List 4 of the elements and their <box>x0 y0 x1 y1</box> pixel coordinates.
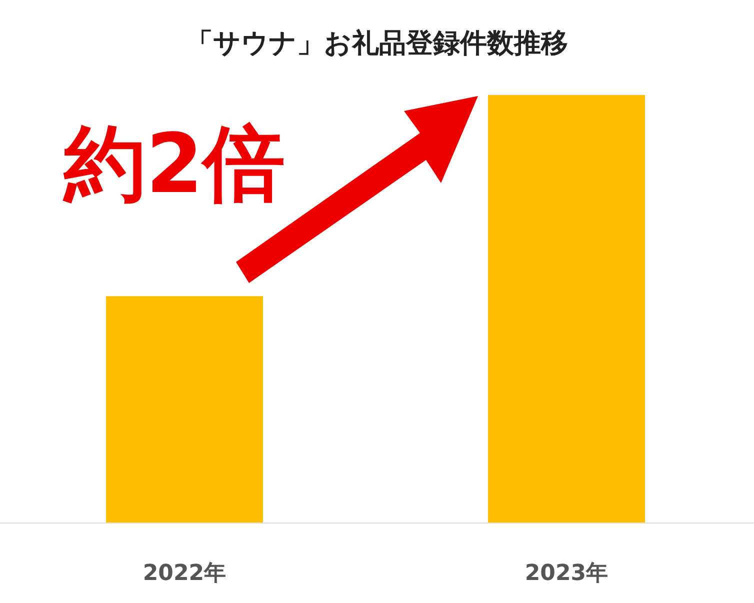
x-tick-label: 2023年 <box>524 561 608 586</box>
x-tick-label: 2022年 <box>142 561 226 586</box>
chart-title: 「サウナ」お礼品登録件数推移 <box>186 28 568 59</box>
annotation: 約2倍 <box>62 117 286 212</box>
